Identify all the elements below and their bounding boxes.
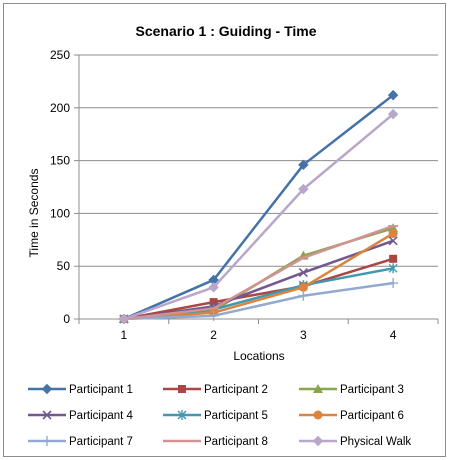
legend-marker [313, 410, 323, 420]
data-point [208, 310, 219, 321]
legend-label: Participant 8 [204, 436, 268, 448]
data-point [118, 313, 130, 325]
series-8 [118, 108, 399, 325]
data-point [298, 183, 309, 195]
data-point [387, 89, 399, 101]
series-line [123, 94, 394, 321]
legend-label: Participant 3 [340, 384, 404, 396]
legend-marker [177, 410, 187, 420]
series-line [123, 232, 394, 321]
y-tick-label: 50 [57, 259, 71, 273]
legend-item: Participant 2 [163, 384, 268, 396]
chart-title: Scenario 1 : Guiding - Time [136, 23, 317, 39]
series-line [123, 281, 394, 321]
legend-item: Participant 7 [28, 436, 133, 448]
legend-label: Participant 6 [340, 410, 404, 422]
legend-marker [42, 410, 52, 420]
legend-item: Participant 4 [28, 410, 134, 422]
legend-item: Physical Walk [299, 435, 411, 448]
data-point [388, 278, 399, 289]
legend-label: Participant 2 [204, 384, 268, 396]
data-point [209, 298, 218, 307]
legend-item: Participant 1 [28, 383, 133, 396]
data-point [298, 282, 308, 292]
data-point [298, 290, 309, 301]
x-tick-label: 1 [121, 328, 128, 342]
legend-marker [42, 436, 52, 446]
series-6 [118, 278, 399, 324]
y-tick-label: 250 [50, 48, 70, 62]
legend-label: Participant 7 [69, 436, 133, 448]
data-point [389, 254, 398, 263]
legend-label: Participant 4 [69, 410, 134, 422]
series-3 [119, 236, 398, 324]
y-tick-label: 150 [50, 154, 70, 168]
data-point [388, 263, 398, 274]
legend: Participant 1 Participant 2 Participant 3 P… [28, 383, 411, 448]
legend-label: Participant 1 [69, 384, 133, 396]
marker-stroke [388, 236, 398, 246]
marker-stroke [298, 267, 308, 278]
legend-marker [41, 383, 53, 395]
legend-item: Participant 6 [299, 410, 404, 422]
data-point [387, 108, 399, 120]
chart-frame [3, 3, 446, 457]
marker-stroke [42, 410, 52, 420]
legend-marker [313, 384, 323, 393]
x-tick-label: 3 [300, 328, 307, 342]
series-line [123, 239, 394, 321]
legend-label: Participant 5 [204, 410, 268, 422]
data-point [208, 282, 219, 293]
grid [79, 54, 438, 267]
y-tick-label: 200 [50, 101, 70, 115]
legend-item: Participant 8 [163, 436, 268, 448]
data-point [388, 228, 398, 238]
series-group [118, 89, 399, 325]
y-tick-label: 0 [63, 312, 70, 326]
legend-marker [312, 435, 324, 447]
series-line [123, 257, 394, 321]
legend-item: Participant 3 [299, 384, 404, 396]
data-point [298, 267, 308, 278]
series-line [123, 224, 394, 321]
x-tick-label: 4 [390, 328, 397, 342]
y-axis-title: Time in Seconds [27, 169, 41, 258]
data-point [388, 236, 398, 246]
x-axis-title: Locations [233, 349, 284, 363]
legend-label: Physical Walk [340, 436, 411, 448]
data-point [298, 159, 309, 171]
legend-marker [178, 385, 186, 393]
legend-item: Participant 5 [163, 410, 268, 422]
y-tick-label: 100 [50, 206, 70, 220]
axes: 0 50 100 150 200 250 1 2 3 4 [50, 48, 439, 342]
series-line [123, 113, 394, 321]
x-tick-label: 2 [210, 328, 217, 342]
